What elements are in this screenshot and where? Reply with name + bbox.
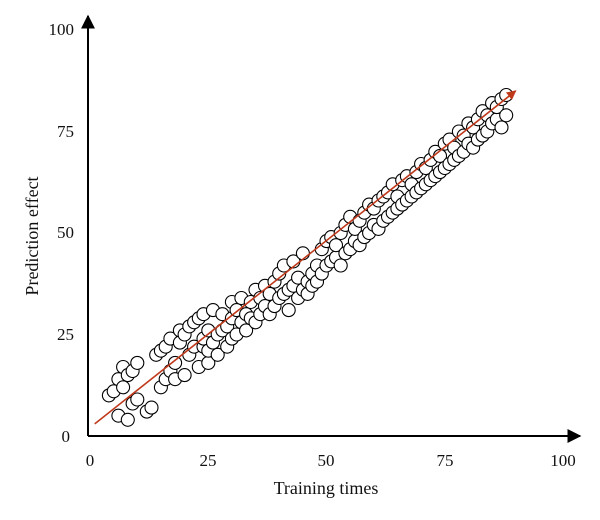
data-point: [177, 368, 192, 383]
data-points: [101, 87, 514, 427]
x-axis-title: Training times: [274, 478, 379, 498]
x-tick-label: 75: [437, 451, 454, 470]
data-point: [168, 355, 183, 370]
y-tick-label: 0: [62, 427, 71, 446]
trend-arrow: [94, 90, 517, 425]
data-point: [295, 246, 310, 261]
data-point: [281, 303, 296, 318]
data-point: [494, 120, 509, 135]
data-point: [116, 380, 131, 395]
y-axis-title: Prediction effect: [22, 176, 42, 295]
x-tick-label: 100: [550, 451, 576, 470]
y-tick-label: 50: [57, 223, 74, 242]
data-point: [328, 238, 344, 253]
data-point: [130, 355, 145, 370]
data-point: [130, 392, 145, 407]
x-tick-labels: 0 25 50 75 100: [86, 451, 576, 470]
data-point: [144, 400, 159, 415]
y-tick-label: 25: [57, 325, 74, 344]
data-point: [239, 323, 254, 338]
x-tick-label: 50: [318, 451, 335, 470]
y-tick-label: 100: [49, 20, 75, 39]
y-tick-labels: 0 25 50 75 100: [49, 20, 75, 446]
y-tick-label: 75: [57, 122, 74, 141]
x-tick-label: 0: [86, 451, 95, 470]
data-point: [499, 108, 514, 123]
data-point: [210, 347, 225, 362]
data-point: [120, 412, 135, 427]
data-point: [333, 258, 348, 273]
x-tick-label: 25: [200, 451, 217, 470]
